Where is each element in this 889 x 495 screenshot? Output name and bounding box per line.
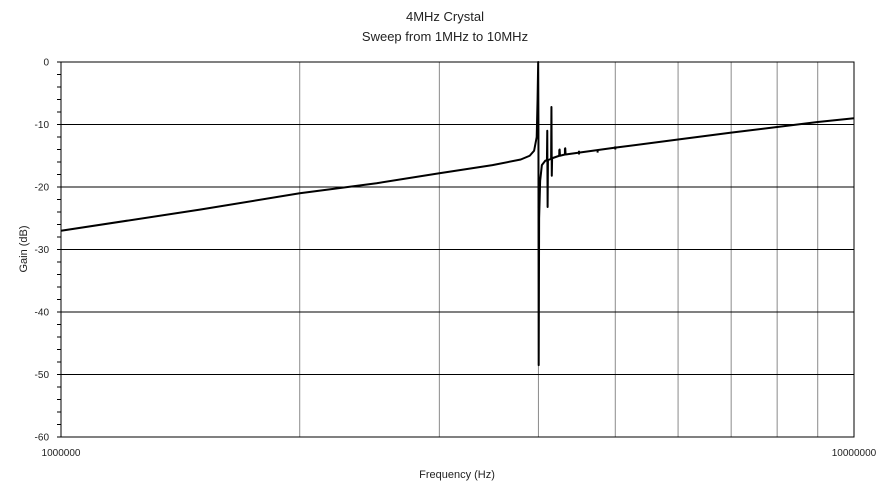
y-tick-label: 0 bbox=[43, 58, 49, 69]
y-tick-label: -10 bbox=[35, 120, 50, 131]
series-line bbox=[60, 61, 855, 367]
y-tick-label: -40 bbox=[35, 308, 50, 319]
x-tick-labels: 1000000 10000000 bbox=[42, 448, 877, 459]
y-tick-labels: 0 -10 -20 -30 -40 -50 -60 bbox=[35, 58, 50, 444]
y-tick-label: -20 bbox=[35, 183, 50, 194]
plot-area-frame bbox=[60, 61, 855, 438]
y-tick-label: -30 bbox=[35, 245, 50, 256]
series-spikes bbox=[558, 146, 617, 156]
x-tick-label: 10000000 bbox=[832, 448, 877, 459]
chart-title: 4MHz Crystal bbox=[406, 9, 484, 24]
y-axis-label: Gain (dB) bbox=[18, 225, 30, 272]
grid bbox=[61, 61, 854, 438]
y-tick-label: -60 bbox=[35, 433, 50, 444]
x-tick-label: 1000000 bbox=[42, 448, 81, 459]
x-axis-label: Frequency (Hz) bbox=[419, 469, 495, 481]
minor-ticks bbox=[57, 61, 61, 438]
chart-subtitle: Sweep from 1MHz to 10MHz bbox=[362, 29, 528, 44]
y-tick-label: -50 bbox=[35, 370, 50, 381]
